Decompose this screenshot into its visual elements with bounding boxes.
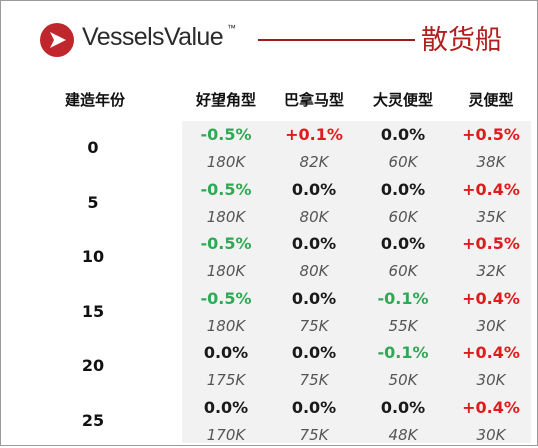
value-handysize: 35K [476,207,506,226]
build-age-label: 10 [81,247,105,266]
brand-name: VesselsValue [82,23,224,51]
value-handysize: 30K [476,316,506,335]
change-supramax: 0.0% [380,397,426,417]
change-panamax: +0.1% [285,125,343,144]
value-panamax: 75K [299,316,329,335]
change-capesize: 0.0% [203,397,249,417]
value-panamax: 80K [299,207,329,226]
value-supramax: 48K [388,425,418,444]
change-handysize: +0.4% [462,179,520,199]
change-supramax: -0.1% [377,343,429,362]
column-header-capesize: 好望角型 [195,91,256,109]
change-handysize: +0.4% [462,343,520,362]
value-handysize: 30K [476,425,506,444]
header-divider [258,39,415,41]
change-handysize: +0.5% [462,234,520,253]
change-capesize: -0.5% [200,288,252,308]
value-capesize: 180K [206,316,246,335]
change-capesize: 0.0% [203,343,249,362]
value-supramax: 60K [388,262,418,280]
change-panamax: 0.0% [291,234,337,253]
brand-trademark: ™ [227,23,236,33]
column-header-handysize: 灵便型 [468,91,514,109]
column-header-panamax: 巴拿马型 [283,91,344,109]
build-age-label: 0 [87,138,99,157]
value-handysize: 30K [476,371,506,389]
value-handysize: 38K [476,153,506,171]
change-handysize: +0.5% [462,125,520,144]
change-supramax: 0.0% [380,179,426,199]
value-supramax: 60K [388,207,418,226]
change-supramax: 0.0% [380,125,426,144]
change-capesize: -0.5% [200,234,252,253]
value-panamax: 75K [299,371,329,389]
change-capesize: -0.5% [200,179,252,199]
build-age-label: 25 [81,410,105,430]
change-supramax: 0.0% [380,234,426,253]
value-capesize: 180K [206,153,246,171]
change-handysize: +0.4% [462,397,520,417]
change-panamax: 0.0% [291,397,337,417]
change-panamax: 0.0% [291,343,337,362]
value-supramax: 60K [388,153,418,171]
value-capesize: 180K [206,207,246,226]
value-capesize: 180K [206,262,246,280]
build-age-label: 20 [81,356,105,375]
change-capesize: -0.5% [200,125,252,144]
value-handysize: 32K [476,262,506,280]
value-panamax: 80K [299,262,329,280]
age-column-header: 建造年份 [64,91,125,109]
value-supramax: 55K [388,316,418,335]
build-age-label: 5 [87,192,99,212]
value-panamax: 75K [299,425,329,444]
change-panamax: 0.0% [291,179,337,199]
value-capesize: 170K [206,425,246,444]
vessel-type-title: 散货船 [421,25,502,56]
value-supramax: 50K [388,371,418,389]
logo-icon [40,23,74,57]
value-panamax: 82K [299,153,329,171]
value-capesize: 175K [206,371,246,389]
column-header-supramax: 大灵便型 [372,91,433,109]
change-handysize: +0.4% [462,288,520,308]
build-age-label: 15 [81,301,105,321]
change-supramax: -0.1% [377,288,429,308]
change-panamax: 0.0% [291,288,337,308]
vesselsvalue-logo: VesselsValue ™ [39,19,249,59]
data-area-background [182,121,531,443]
